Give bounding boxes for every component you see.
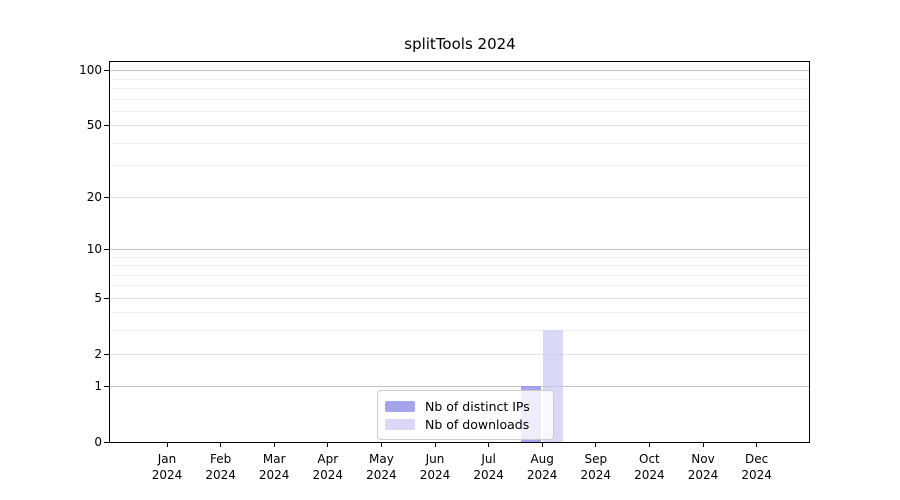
y-tick (104, 297, 109, 299)
x-tick (488, 442, 490, 447)
x-tick (380, 442, 382, 447)
x-tick-label: Apr 2024 (312, 452, 344, 482)
legend-item-distinct-ips: Nb of distinct IPs (385, 397, 545, 415)
y-gridline (110, 70, 809, 72)
y-tick-label: 5 (94, 290, 102, 305)
y-tick (104, 386, 109, 388)
x-tick (434, 442, 436, 447)
y-gridline (110, 297, 809, 299)
legend-swatch-downloads (385, 418, 415, 430)
x-tick-label: Dec 2024 (741, 452, 772, 482)
y-gridline-minor (110, 285, 809, 287)
x-tick-label: Aug 2024 (526, 452, 558, 482)
legend-label-downloads: Nb of downloads (425, 416, 530, 432)
x-tick-label: Mar 2024 (258, 452, 290, 482)
y-tick-label: 10 (86, 241, 102, 256)
y-tick (104, 442, 109, 443)
x-tick-label: Jul 2024 (473, 452, 504, 482)
y-tick (104, 70, 109, 72)
x-tick (273, 442, 275, 447)
y-gridline (110, 248, 809, 250)
x-tick-label: Sep 2024 (580, 452, 612, 482)
x-tick (220, 442, 222, 447)
y-tick-label: 50 (86, 118, 102, 133)
x-tick (595, 442, 597, 447)
y-tick-label: 20 (86, 189, 102, 204)
y-gridline-minor (110, 142, 809, 144)
x-tick-label: Jan 2024 (151, 452, 183, 482)
x-tick (327, 442, 329, 447)
x-tick-label: Jun 2024 (419, 452, 451, 482)
y-tick-label: 1 (94, 379, 102, 394)
x-tick-label: Oct 2024 (634, 452, 665, 482)
legend-label-distinct-ips: Nb of distinct IPs (425, 398, 530, 414)
x-tick (756, 442, 758, 447)
y-gridline-minor (110, 88, 809, 90)
plot-area: Nb of distinct IPs Nb of downloads 0 1 2 5 1… (79, 61, 810, 482)
x-tick-label: Feb 2024 (205, 452, 236, 482)
x-tick (702, 442, 704, 447)
y-tick-label: 2 (94, 346, 102, 361)
y-gridline (110, 125, 809, 127)
legend-swatch-distinct-ips (385, 400, 415, 412)
y-tick-label: 100 (79, 63, 102, 78)
legend: Nb of distinct IPs Nb of downloads (377, 390, 554, 440)
y-tick (104, 248, 109, 250)
x-tick (166, 442, 168, 447)
x-tick (648, 442, 650, 447)
x-tick-label: Nov 2024 (687, 452, 719, 482)
y-gridline-minor (110, 256, 809, 258)
y-tick-label: 0 (94, 435, 102, 449)
y-gridline-minor (110, 110, 809, 112)
y-gridline-minor (110, 165, 809, 167)
y-gridline-minor (110, 312, 809, 314)
y-gridline-minor (110, 78, 809, 80)
y-gridline-minor (110, 274, 809, 276)
x-tick-label: May 2024 (366, 452, 397, 482)
legend-item-downloads: Nb of downloads (385, 415, 545, 433)
y-gridline (110, 196, 809, 198)
y-gridline (110, 386, 809, 388)
x-tick (541, 442, 543, 447)
y-tick (104, 353, 109, 355)
chart-title: splitTools 2024 (404, 35, 516, 53)
y-tick (104, 196, 109, 198)
y-gridline-minor (110, 98, 809, 100)
y-tick (104, 125, 109, 127)
y-gridline-minor (110, 265, 809, 266)
y-gridline-minor (110, 330, 809, 332)
y-gridline (110, 353, 809, 355)
